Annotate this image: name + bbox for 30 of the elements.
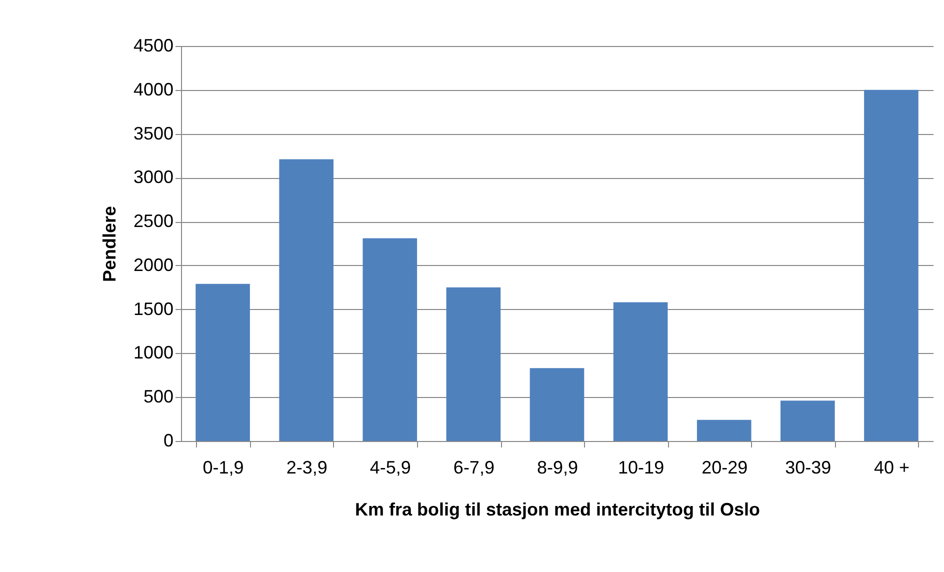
x-tick-label: 8-9,9	[536, 458, 578, 478]
bar	[362, 238, 418, 441]
x-tick-label: 40 +	[874, 458, 910, 478]
x-tick-label: 6-7,9	[453, 458, 494, 478]
y-tick-label: 0	[163, 430, 174, 450]
y-tick-label: 2500	[133, 211, 174, 232]
bar	[446, 287, 501, 441]
x-tick-label: 20-29	[702, 458, 748, 478]
x-tick-label: 2-3,9	[286, 458, 328, 478]
x-tick-label: 4-5,9	[370, 458, 411, 478]
y-tick-label: 3500	[133, 123, 174, 144]
x-tick-label: 30-39	[785, 458, 832, 478]
y-tick-label: 4500	[133, 36, 174, 56]
y-tick-label: 4000	[133, 79, 174, 100]
y-tick-label: 1000	[133, 342, 174, 363]
y-tick-label: 2000	[133, 254, 174, 275]
y-tick-label: 1500	[133, 298, 174, 319]
bar	[530, 368, 584, 441]
bar	[279, 159, 334, 441]
bar	[196, 284, 250, 441]
x-tick-label: 10-19	[618, 458, 664, 478]
y-axis-title: Pendlere	[99, 206, 120, 282]
bar	[780, 400, 835, 441]
x-axis-title: Km fra bolig til stasjon med intercitytog til Oslo	[354, 500, 760, 520]
y-tick-label: 500	[143, 386, 174, 407]
bar	[613, 302, 668, 441]
y-tick-label: 3000	[133, 167, 174, 188]
bar	[696, 420, 752, 441]
bar	[864, 90, 918, 441]
x-tick-label: 0-1,9	[202, 458, 244, 478]
